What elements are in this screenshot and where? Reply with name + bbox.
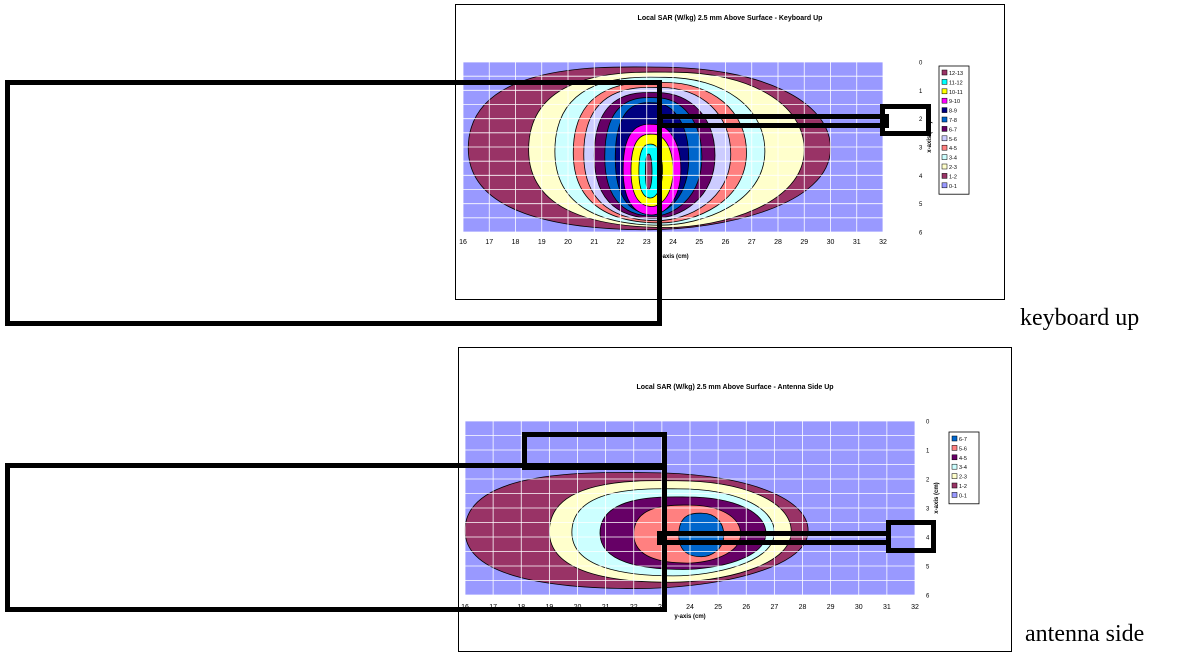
legend-swatch — [941, 97, 948, 104]
legend-swatch — [951, 435, 958, 442]
legend-swatch — [951, 463, 958, 470]
y-tick-label: 2 — [926, 478, 930, 484]
y-tick-label: 0 — [926, 420, 930, 426]
x-tick-label: 16 — [459, 239, 467, 246]
x-tick-label: 22 — [617, 239, 625, 246]
annotation-box-6 — [657, 531, 891, 545]
legend-label: 3-4 — [959, 465, 967, 471]
x-tick-label: 28 — [774, 239, 782, 246]
y-tick-label: 4 — [919, 174, 923, 180]
x-tick-label: 25 — [714, 604, 722, 611]
x-tick-label: 32 — [911, 604, 919, 611]
x-tick-label: 25 — [695, 239, 703, 246]
x-tick-label: 28 — [799, 604, 807, 611]
legend-swatch — [951, 492, 958, 498]
annotation-box-2 — [658, 114, 889, 128]
legend-label: 12-13 — [949, 71, 963, 77]
legend-swatch — [951, 473, 958, 479]
y-tick-label: 0 — [919, 61, 923, 67]
legend-swatch — [941, 116, 948, 123]
x-axis-label: y-axis (cm) — [657, 254, 688, 260]
annotation-box-3 — [880, 104, 931, 136]
legend-swatch — [941, 79, 948, 85]
legend-swatch — [941, 154, 948, 160]
chart-title: Local SAR (W/kg) 2.5 mm Above Surface - … — [636, 384, 834, 391]
legend-swatch — [941, 173, 948, 179]
y-tick-label: 2 — [919, 117, 923, 123]
legend-swatch — [951, 445, 958, 451]
legend-label: 0-1 — [949, 184, 957, 190]
legend-swatch — [941, 135, 948, 142]
legend-label: 9-10 — [949, 99, 960, 105]
y-tick-label: 6 — [926, 594, 930, 600]
legend-label: 1-2 — [959, 484, 967, 490]
legend-label: 3-4 — [949, 156, 957, 162]
y-axis-label: x-axis (cm) — [934, 482, 940, 513]
legend-label: 10-11 — [949, 90, 963, 96]
caption-antenna-side: antenna side — [1025, 621, 1145, 647]
x-tick-label: 18 — [512, 239, 520, 246]
annotation-box-5 — [5, 463, 667, 612]
x-tick-label: 27 — [770, 604, 778, 611]
legend-label: 5-6 — [959, 446, 967, 452]
y-tick-label: 1 — [919, 89, 923, 95]
legend-label: 2-3 — [959, 475, 967, 481]
x-tick-label: 29 — [827, 604, 835, 611]
legend-label: 6-7 — [959, 437, 967, 443]
y-tick-label: 5 — [919, 202, 923, 208]
x-tick-label: 19 — [538, 239, 546, 246]
x-tick-label: 23 — [643, 239, 651, 246]
legend-swatch — [941, 126, 948, 132]
legend-swatch — [941, 163, 948, 170]
legend-label: 6-7 — [949, 127, 957, 133]
x-tick-label: 20 — [564, 239, 572, 246]
x-tick-label: 24 — [686, 604, 694, 611]
legend-label: 0-1 — [959, 493, 967, 499]
legend: 12-13 11-12 10-11 9-10 8-9 7-8 6-7 5-6 4-5 3-4 2-3… — [938, 65, 970, 195]
legend-label: 1-2 — [949, 174, 957, 180]
x-tick-label: 29 — [800, 239, 808, 246]
y-tick-label: 3 — [926, 507, 930, 513]
x-tick-label: 31 — [853, 239, 861, 246]
legend-swatch — [941, 144, 948, 151]
x-tick-label: 17 — [485, 239, 493, 246]
legend-swatch — [951, 482, 958, 489]
legend-swatch — [951, 454, 958, 461]
x-tick-label: 30 — [827, 239, 835, 246]
legend-label: 2-3 — [949, 165, 957, 171]
caption-keyboard-up: keyboard up — [1020, 305, 1140, 331]
grid — [464, 420, 916, 596]
legend-label: 11-12 — [949, 80, 963, 86]
y-axis-label: x-axis (cm) — [927, 121, 933, 152]
annotation-box-1 — [5, 80, 662, 326]
y-tick-label: 1 — [926, 449, 930, 455]
legend-label: 5-6 — [949, 137, 957, 143]
legend-label: 4-5 — [949, 146, 957, 152]
legend-label: 8-9 — [949, 109, 957, 115]
y-tick-label: 3 — [919, 146, 923, 152]
x-tick-label: 24 — [669, 239, 677, 246]
x-tick-label: 26 — [742, 604, 750, 611]
y-tick-label: 4 — [926, 536, 930, 542]
y-tick-label: 5 — [926, 565, 930, 571]
x-tick-label: 31 — [883, 604, 891, 611]
legend: 6-7 5-6 4-5 3-4 2-3 1-2 0-1 — [948, 431, 980, 505]
y-tick-label: 6 — [919, 231, 923, 237]
legend-swatch — [941, 182, 948, 189]
x-tick-label: 32 — [879, 239, 887, 246]
x-tick-label: 27 — [748, 239, 756, 246]
legend-swatch — [941, 69, 948, 76]
annotation-box-7 — [886, 520, 936, 553]
x-tick-label: 26 — [722, 239, 730, 246]
x-tick-label: 21 — [590, 239, 598, 246]
x-axis-label: y-axis (cm) — [674, 614, 705, 620]
legend-label: 4-5 — [959, 456, 967, 462]
legend-label: 7-8 — [949, 118, 957, 124]
legend-swatch — [941, 88, 948, 95]
x-tick-label: 30 — [855, 604, 863, 611]
legend-swatch — [941, 107, 948, 113]
chart-title: Local SAR (W/kg) 2.5 mm Above Surface - … — [637, 15, 823, 22]
